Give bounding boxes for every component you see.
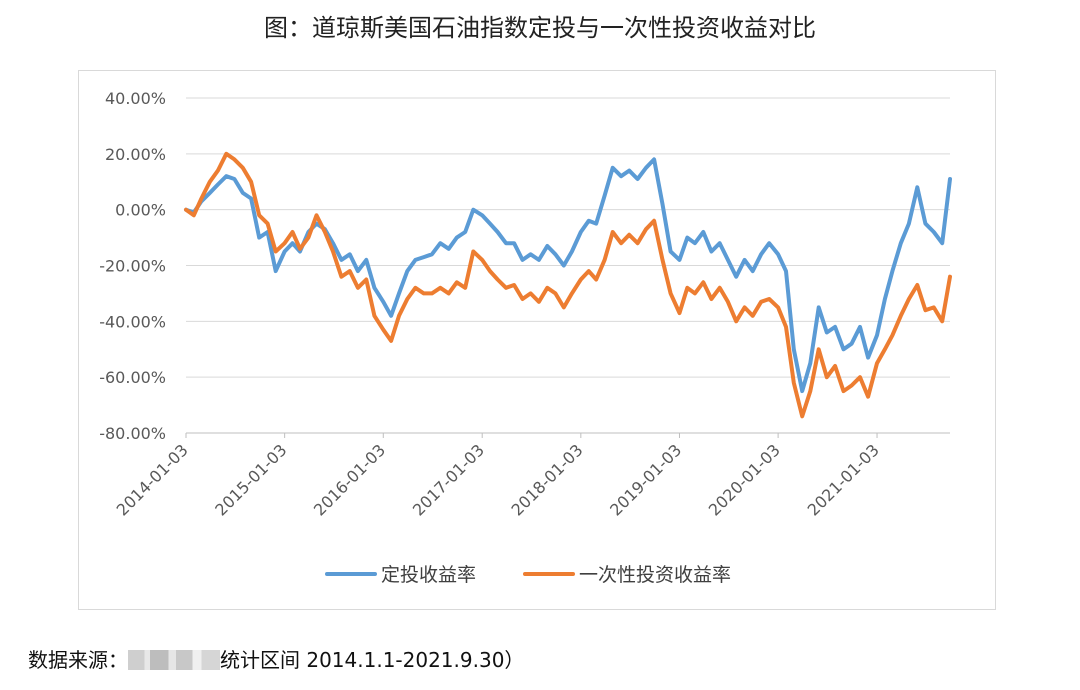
grid-lines: [186, 97, 950, 434]
redacted-source: [128, 650, 220, 670]
legend: 定投收益率 一次性投资收益率: [325, 564, 731, 586]
x-tick-label: 2017-01-03: [409, 440, 488, 519]
series-line-1: [184, 157, 952, 394]
y-tick-label: 20.00%: [105, 145, 166, 164]
series-line-2: [184, 151, 952, 419]
x-tick-label: 2015-01-03: [211, 440, 290, 519]
y-tick-label: -80.00%: [99, 424, 166, 443]
x-axis-tick-labels: 2014-01-03 2015-01-03 2016-01-03 2017-01-03…: [113, 433, 883, 520]
x-tick-label: 2020-01-03: [705, 440, 784, 519]
legend-label: 一次性投资收益率: [579, 564, 731, 586]
y-tick-label: -20.00%: [99, 257, 166, 276]
y-tick-label: 40.00%: [105, 89, 166, 108]
y-axis-tick-labels: 40.00% 20.00% 0.00% -20.00% -40.00% -60.00% -8…: [99, 89, 166, 443]
series-lines: [184, 151, 952, 419]
x-tick-label: 2016-01-03: [310, 440, 389, 519]
chart-frame: [78, 70, 996, 610]
x-tick-label: 2014-01-03: [113, 440, 192, 519]
source-prefix: 数据来源：: [28, 648, 128, 672]
y-tick-label: 0.00%: [115, 201, 166, 220]
legend-label: 定投收益率: [381, 564, 476, 586]
y-tick-label: -60.00%: [99, 368, 166, 387]
data-source-note: 数据来源： 统计区间 2014.1.1-2021.9.30）: [28, 644, 524, 673]
x-tick-label: 2021-01-03: [804, 440, 883, 519]
x-tick-label: 2018-01-03: [507, 440, 586, 519]
x-tick-label: 2019-01-03: [606, 440, 685, 519]
source-suffix: 统计区间 2014.1.1-2021.9.30）: [220, 648, 525, 672]
chart-title: 图：道琼斯美国石油指数定投与一次性投资收益对比: [264, 14, 816, 42]
y-tick-label: -40.00%: [99, 312, 166, 331]
